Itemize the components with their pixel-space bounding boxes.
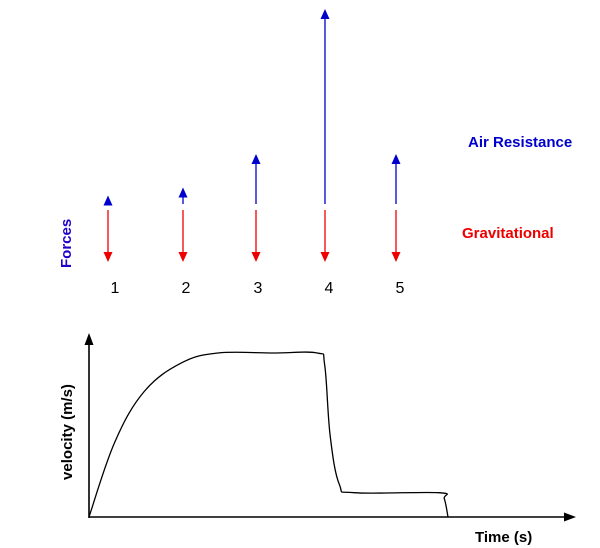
- x-axis-label: Time (s): [475, 529, 532, 546]
- air-resistance-arrow-4: [320, 9, 330, 204]
- velocity-curve: [88, 351, 449, 518]
- stage-labels: 1 2 3 4 5: [111, 280, 405, 297]
- gravitational-arrow-4: [320, 210, 330, 262]
- gravitational-arrow-3: [251, 210, 261, 262]
- force-arrows: [103, 9, 401, 262]
- stage-label-1: 1: [111, 280, 120, 297]
- air-resistance-arrow-1: [103, 195, 113, 206]
- stage-label-2: 2: [182, 280, 191, 297]
- stage-label-3: 3: [254, 280, 263, 297]
- air-resistance-arrow-5: [391, 154, 401, 204]
- gravitational-arrow-2: [178, 210, 188, 262]
- air-resistance-arrow-3: [251, 154, 261, 204]
- air-resistance-arrow-2: [178, 187, 188, 204]
- forces-label: Forces: [58, 219, 75, 268]
- gravitational-arrow-5: [391, 210, 401, 262]
- legend-gravitational: Gravitational: [462, 225, 554, 242]
- gravitational-arrow-1: [103, 210, 113, 262]
- stage-label-5: 5: [396, 280, 405, 297]
- velocity-chart: velocity (m/s) Time (s): [59, 333, 576, 546]
- legend-air-resistance: Air Resistance: [468, 134, 572, 151]
- y-axis-arrowhead: [84, 333, 94, 345]
- y-axis-label: velocity (m/s): [59, 384, 76, 480]
- stage-label-4: 4: [325, 280, 334, 297]
- x-axis-arrowhead: [564, 512, 576, 522]
